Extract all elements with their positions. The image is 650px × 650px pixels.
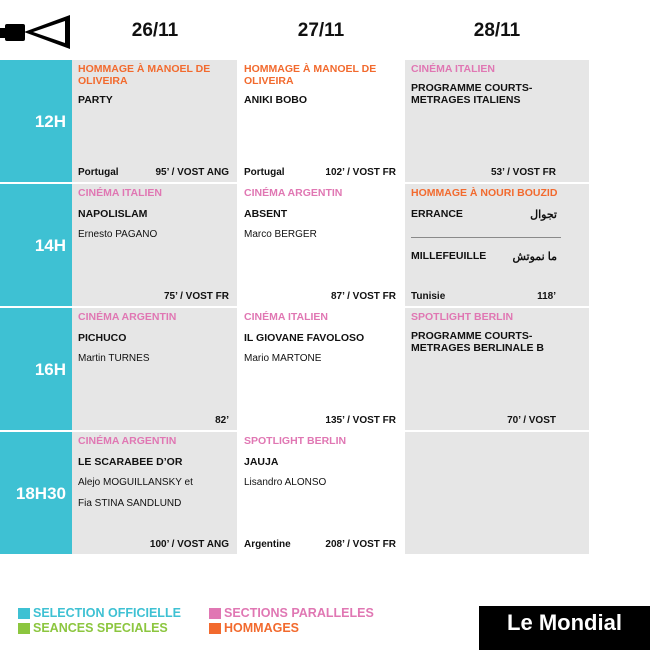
screening-cell: SPOTLIGHT BERLIN PROGRAMME COURTS-METRAG… (405, 308, 589, 430)
film-director: Fia STINA SANDLUND (78, 498, 182, 509)
film-director: Marco BERGER (244, 229, 317, 240)
time-divider (0, 306, 72, 308)
day-header-2: 27/11 (297, 20, 345, 41)
screening-cell: HOMMAGE À MANOEL DE OLIVEIRA ANIKI BOBO … (238, 60, 404, 182)
category-label: HOMMAGE À NOURI BOUZID (411, 187, 558, 199)
film-title: IL GIOVANE FAVOLOSO (244, 332, 365, 344)
day-header-3: 28/11 (473, 20, 521, 41)
category-label: CINÉMA ITALIEN (411, 63, 495, 75)
legend-swatch (209, 608, 221, 619)
category-label: CINÉMA ARGENTIN (78, 311, 177, 323)
screening-cell: CINÉMA ITALIEN NAPOLISLAM Ernesto PAGANO… (72, 184, 237, 306)
category-label: SPOTLIGHT BERLIN (244, 435, 347, 447)
legend-label: SECTIONS PARALLELES (224, 606, 374, 620)
film-title: MILLEFEUILLE (411, 250, 487, 262)
legend-swatch (18, 608, 30, 619)
film-duration: 87’ / VOST FR (330, 291, 396, 302)
screening-cell: CINÉMA ARGENTIN PICHUCO Martin TURNES 82… (72, 308, 237, 430)
film-title: JAUJA (244, 456, 279, 468)
film-duration: 118’ (537, 291, 556, 302)
time-divider (0, 430, 72, 432)
screening-cell: CINÉMA ARGENTIN ABSENT Marco BERGER 87’ … (238, 184, 404, 306)
screening-cell: HOMMAGE À MANOEL DE OLIVEIRA PARTY Portu… (72, 60, 237, 182)
legend-swatch (18, 623, 30, 634)
film-title: ANIKI BOBO (244, 94, 307, 106)
film-duration: 135’ / VOST FR (325, 415, 396, 426)
day-header-1: 26/11 (131, 20, 179, 41)
venue-logo: Le Mondial (479, 606, 650, 650)
category-label: HOMMAGE À MANOEL DE OLIVEIRA (244, 63, 377, 87)
film-title: NAPOLISLAM (78, 208, 148, 220)
legend-label: SEANCES SPECIALES (33, 621, 168, 635)
film-country: Portugal (244, 167, 285, 178)
time-slot-12h: 12H (34, 112, 66, 131)
screening-cell: HOMMAGE À NOURI BOUZID ERRANCE تجوال MIL… (405, 184, 589, 306)
category-label: CINÉMA ARGENTIN (244, 187, 343, 199)
film-title: ABSENT (244, 208, 288, 220)
time-slot-16h: 16H (34, 360, 66, 379)
film-duration: 70’ / VOST (507, 415, 556, 426)
empty-cell (405, 432, 589, 554)
film-duration: 102’ / VOST FR (325, 167, 396, 178)
category-label: HOMMAGE À MANOEL DE OLIVEIRA (78, 63, 211, 87)
time-divider (0, 182, 72, 184)
time-slot-18h30: 18H30 (15, 484, 66, 503)
legend-label: HOMMAGES (224, 621, 299, 635)
screening-cell: CINÉMA ITALIEN IL GIOVANE FAVOLOSO Mario… (238, 308, 404, 430)
film-director: Alejo MOGUILLANSKY et (78, 477, 193, 488)
screening-cell: CINÉMA ARGENTIN LE SCARABEE D’OR Alejo M… (72, 432, 237, 554)
film-title: PICHUCO (78, 332, 127, 344)
film-title-arabic: تجوال (530, 209, 557, 221)
film-director: Martin TURNES (78, 353, 150, 364)
film-director: Lisandro ALONSO (244, 477, 327, 488)
film-title: PARTY (78, 94, 113, 106)
category-label: SPOTLIGHT BERLIN (411, 311, 514, 323)
legend-swatch (209, 623, 221, 634)
film-divider (411, 237, 561, 238)
film-country: Tunisie (411, 291, 446, 302)
legend-label: SELECTION OFFICIELLE (33, 606, 181, 620)
film-camera-icon (0, 15, 70, 49)
time-slot-14h: 14H (34, 236, 66, 255)
film-director: Mario MARTONE (244, 353, 322, 364)
film-country: Portugal (78, 167, 119, 178)
category-label: CINÉMA ITALIEN (78, 187, 162, 199)
category-label: CINÉMA ARGENTIN (78, 435, 177, 447)
time-column: 12H 14H 16H 18H30 (0, 60, 72, 554)
film-title: PROGRAMME COURTS-METRAGES BERLINALE B (411, 330, 545, 354)
film-title-arabic: ما نموتش (512, 251, 558, 263)
film-director: Ernesto PAGANO (78, 229, 158, 240)
film-title: ERRANCE (411, 208, 463, 220)
film-duration: 100’ / VOST ANG (149, 539, 229, 550)
film-title: LE SCARABEE D’OR (78, 456, 183, 468)
film-duration: 95’ / VOST ANG (155, 167, 229, 178)
film-country: Argentine (244, 539, 291, 550)
screening-cell: CINÉMA ITALIEN PROGRAMME COURTS-METRAGES… (405, 60, 589, 182)
film-duration: 53’ / VOST FR (490, 167, 556, 178)
film-duration: 75’ / VOST FR (163, 291, 229, 302)
category-label: CINÉMA ITALIEN (244, 311, 328, 323)
screening-cell: SPOTLIGHT BERLIN JAUJA Lisandro ALONSO A… (238, 432, 404, 554)
film-duration: 208’ / VOST FR (325, 539, 396, 550)
film-duration: 82’ (215, 415, 229, 426)
film-title: PROGRAMME COURTS-METRAGES ITALIENS (411, 82, 533, 106)
